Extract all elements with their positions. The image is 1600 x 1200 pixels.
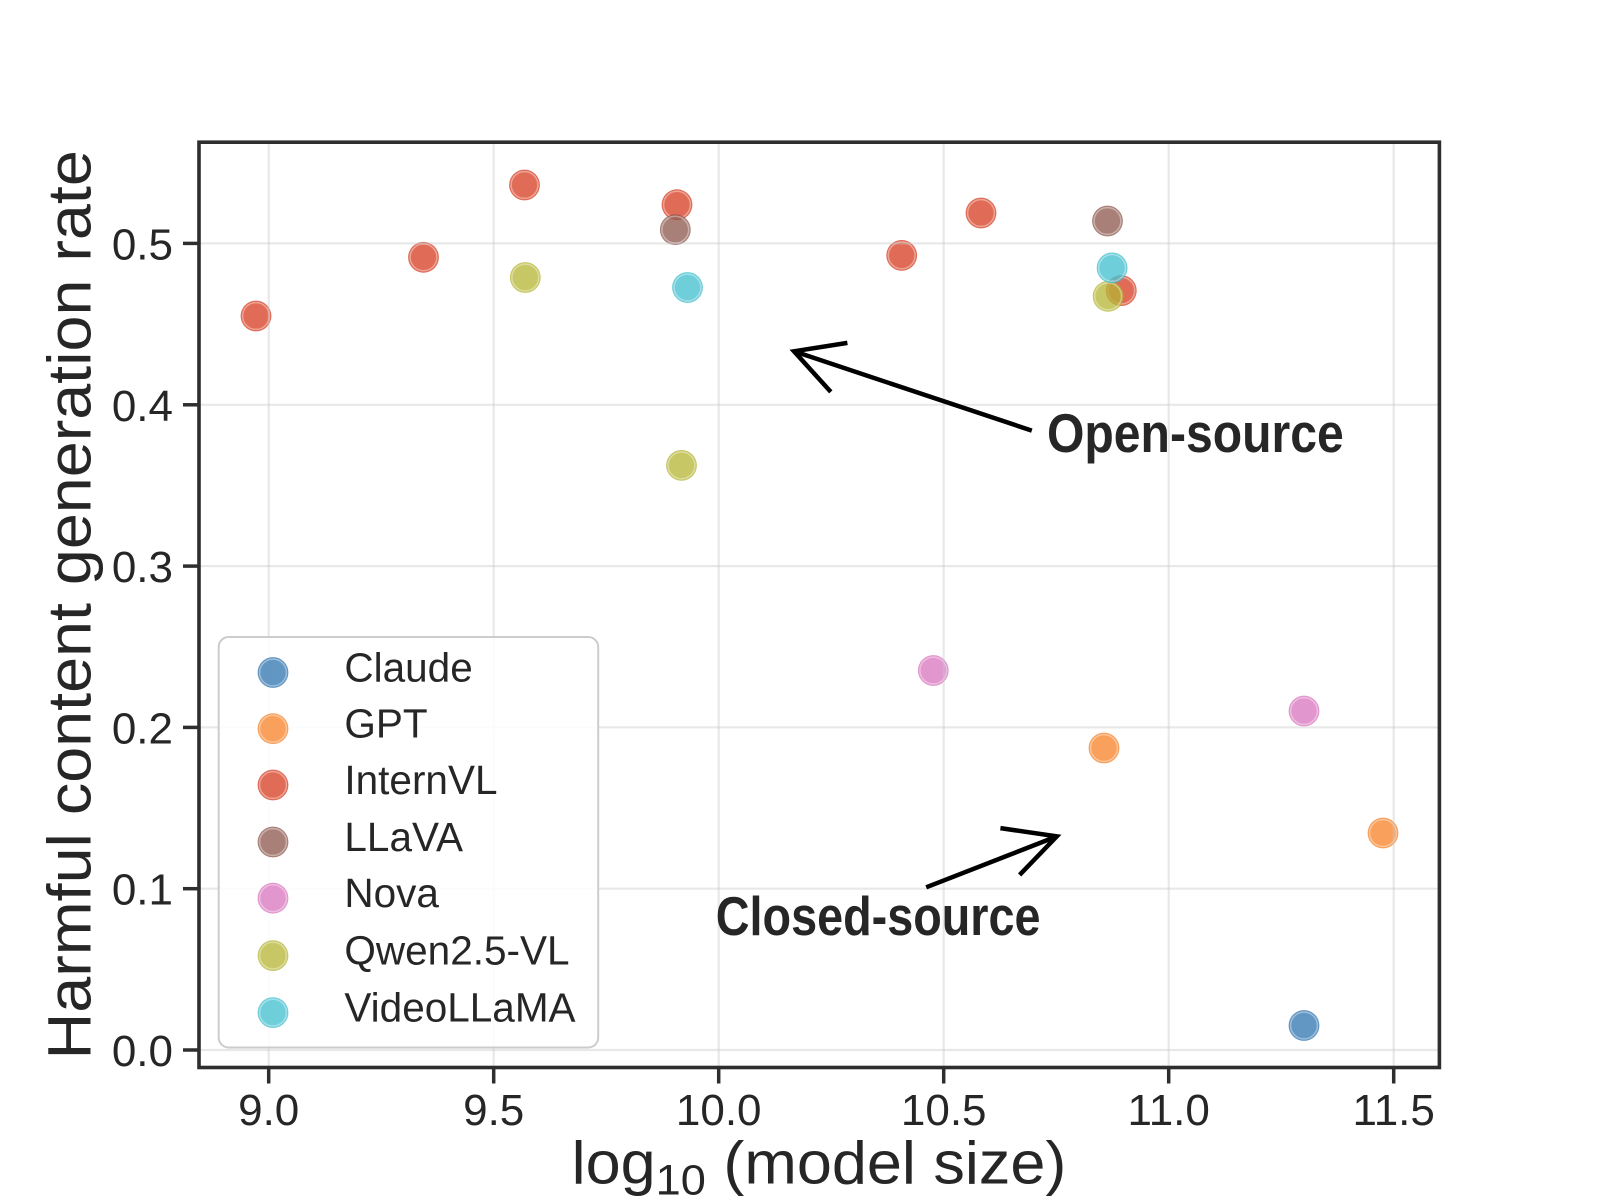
svg-text:11.5: 11.5: [1353, 1086, 1435, 1135]
svg-text:10.0: 10.0: [676, 1086, 762, 1135]
svg-text:9.5: 9.5: [463, 1086, 524, 1135]
svg-text:0.4: 0.4: [112, 382, 173, 431]
svg-text:Harmful content generation rat: Harmful content generation rate: [36, 150, 104, 1059]
svg-text:0.0: 0.0: [112, 1027, 173, 1076]
svg-text:LLaVA: LLaVA: [344, 814, 463, 860]
svg-text:0.1: 0.1: [112, 866, 173, 915]
svg-text:0.2: 0.2: [112, 704, 173, 753]
svg-text:Nova: Nova: [344, 870, 439, 916]
svg-text:11.0: 11.0: [1128, 1086, 1210, 1135]
svg-text:VideoLLaMA: VideoLLaMA: [344, 985, 575, 1031]
svg-text:log10 (model size): log10 (model size): [572, 1130, 1067, 1200]
svg-text:GPT: GPT: [344, 701, 427, 747]
svg-text:0.3: 0.3: [112, 543, 173, 592]
svg-text:Claude: Claude: [344, 645, 472, 691]
svg-text:10.5: 10.5: [901, 1086, 987, 1135]
svg-text:Closed-source: Closed-source: [716, 885, 1041, 946]
svg-text:0.5: 0.5: [112, 220, 173, 269]
svg-text:InternVL: InternVL: [344, 757, 497, 803]
svg-text:Qwen2.5-VL: Qwen2.5-VL: [344, 928, 569, 974]
svg-text:9.0: 9.0: [238, 1086, 299, 1135]
svg-text:Open-source: Open-source: [1047, 402, 1344, 464]
